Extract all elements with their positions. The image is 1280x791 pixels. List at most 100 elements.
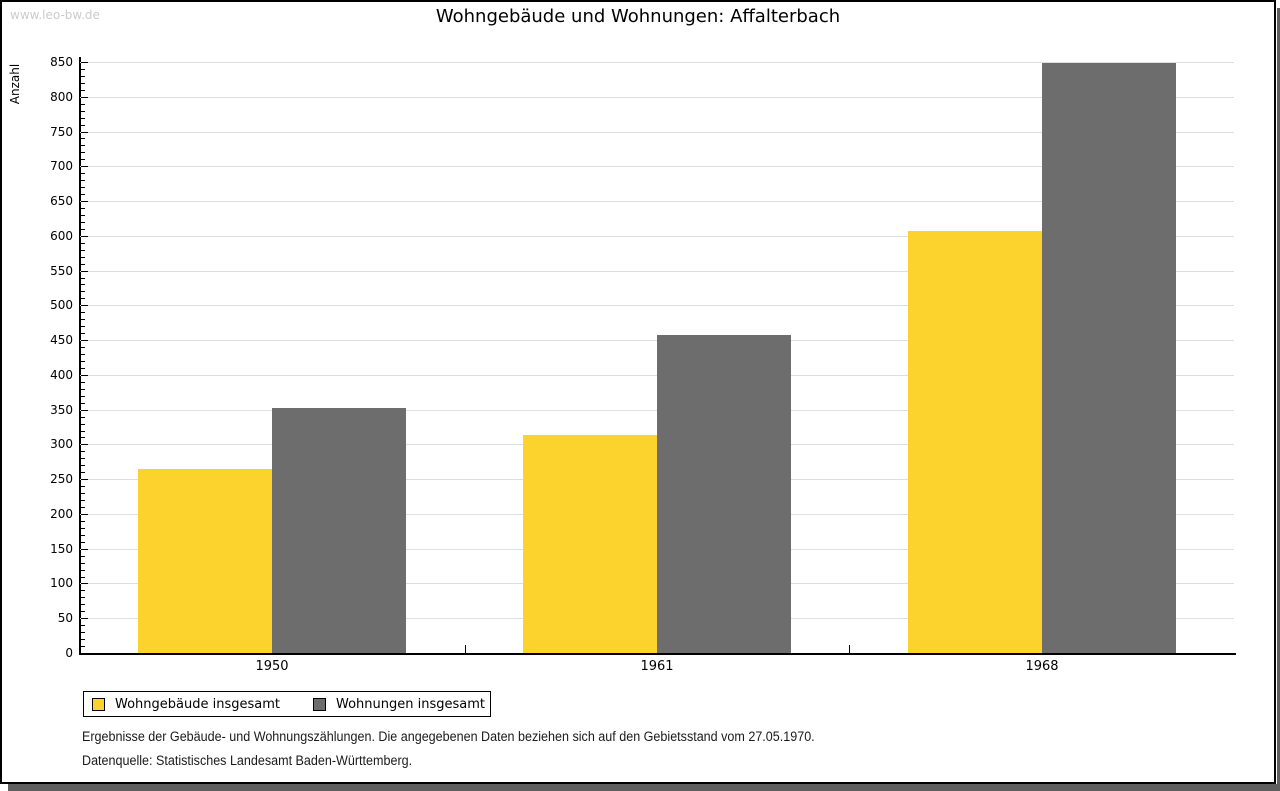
gridline-y-500 bbox=[80, 305, 1234, 307]
y-minor-tick-530 bbox=[81, 284, 85, 286]
window-shadow-bottom bbox=[8, 784, 1280, 791]
y-minor-tick-360 bbox=[81, 402, 85, 404]
y-tick-label-800: 800 bbox=[50, 89, 73, 104]
y-minor-tick-490 bbox=[81, 312, 85, 314]
gridline-y-600 bbox=[80, 235, 1234, 237]
y-tick-label-100: 100 bbox=[50, 576, 73, 591]
watermark: www.leo-bw.de bbox=[10, 8, 100, 22]
y-minor-tick-640 bbox=[81, 208, 85, 209]
y-tick-label-50: 50 bbox=[57, 611, 73, 626]
gridline-y-800 bbox=[80, 96, 1234, 98]
y-minor-tick-840 bbox=[81, 68, 85, 70]
y-minor-tick-820 bbox=[81, 82, 85, 84]
x-boundary-tick-2 bbox=[849, 645, 850, 653]
y-minor-tick-210 bbox=[81, 506, 85, 508]
y-major-tick-550 bbox=[81, 270, 88, 272]
bar-wohngebaeude-1968 bbox=[908, 231, 1042, 653]
bar-wohnungen-1968 bbox=[1042, 63, 1176, 653]
y-minor-tick-780 bbox=[81, 110, 85, 112]
y-minor-tick-720 bbox=[81, 152, 85, 154]
y-minor-tick-460 bbox=[81, 333, 85, 335]
y-minor-tick-710 bbox=[81, 159, 85, 161]
y-major-tick-50 bbox=[81, 618, 88, 620]
y-major-tick-750 bbox=[81, 131, 88, 133]
y-major-tick-100 bbox=[81, 583, 88, 585]
y-minor-tick-470 bbox=[81, 326, 85, 328]
y-minor-tick-120 bbox=[81, 569, 85, 571]
y-tick-label-450: 450 bbox=[50, 333, 73, 348]
y-minor-tick-560 bbox=[81, 263, 85, 265]
y-major-tick-450 bbox=[81, 340, 88, 342]
bar-wohnungen-1961 bbox=[657, 335, 791, 653]
y-minor-tick-330 bbox=[81, 423, 85, 425]
y-minor-tick-690 bbox=[81, 173, 85, 175]
y-minor-tick-590 bbox=[81, 242, 85, 244]
footnote-line-2: Datenquelle: Statistisches Landesamt Bad… bbox=[82, 753, 413, 768]
window-shadow-right bbox=[1277, 8, 1280, 791]
y-major-tick-650 bbox=[81, 201, 88, 203]
legend-item-wohnungen: Wohnungen insgesamt bbox=[313, 697, 485, 712]
y-tick-label-750: 750 bbox=[50, 124, 73, 139]
y-minor-tick-190 bbox=[81, 520, 85, 522]
y-minor-tick-160 bbox=[81, 541, 85, 543]
y-tick-label-350: 350 bbox=[50, 402, 73, 417]
y-tick-label-250: 250 bbox=[50, 472, 73, 487]
gridline-y-850 bbox=[80, 62, 1234, 63]
y-minor-tick-340 bbox=[81, 416, 85, 418]
y-minor-tick-770 bbox=[81, 117, 85, 119]
y-minor-tick-830 bbox=[81, 75, 85, 77]
y-minor-tick-70 bbox=[81, 604, 85, 606]
y-tick-label-500: 500 bbox=[50, 298, 73, 313]
y-major-tick-500 bbox=[81, 305, 88, 307]
y-major-tick-600 bbox=[81, 235, 88, 237]
y-minor-tick-390 bbox=[81, 381, 85, 383]
y-minor-tick-760 bbox=[81, 124, 85, 126]
y-minor-tick-510 bbox=[81, 298, 85, 300]
y-major-tick-250 bbox=[81, 479, 88, 481]
y-minor-tick-680 bbox=[81, 180, 85, 182]
y-major-tick-850 bbox=[81, 62, 88, 63]
y-minor-tick-570 bbox=[81, 256, 85, 258]
y-tick-label-600: 600 bbox=[50, 228, 73, 243]
y-minor-tick-630 bbox=[81, 214, 85, 216]
y-minor-tick-610 bbox=[81, 228, 85, 230]
y-tick-label-150: 150 bbox=[50, 541, 73, 556]
y-minor-tick-730 bbox=[81, 145, 85, 147]
footnote-line-1: Ergebnisse der Gebäude- und Wohnungszähl… bbox=[82, 729, 815, 744]
y-minor-tick-40 bbox=[81, 625, 85, 627]
y-minor-tick-130 bbox=[81, 562, 85, 564]
y-major-tick-150 bbox=[81, 548, 88, 550]
y-minor-tick-620 bbox=[81, 221, 85, 223]
y-minor-tick-480 bbox=[81, 319, 85, 321]
y-minor-tick-430 bbox=[81, 354, 85, 356]
y-minor-tick-140 bbox=[81, 555, 85, 557]
legend: Wohngebäude insgesamt Wohnungen insgesamt bbox=[83, 691, 491, 717]
gridline-y-650 bbox=[80, 201, 1234, 203]
chart-title: Wohngebäude und Wohnungen: Affalterbach bbox=[435, 6, 841, 27]
y-minor-tick-540 bbox=[81, 277, 85, 279]
y-minor-tick-320 bbox=[81, 430, 85, 432]
y-minor-tick-790 bbox=[81, 103, 85, 105]
y-minor-tick-30 bbox=[81, 632, 85, 634]
plot-area bbox=[80, 62, 1234, 653]
y-tick-label-650: 650 bbox=[50, 194, 73, 209]
y-major-tick-350 bbox=[81, 409, 88, 411]
y-minor-tick-220 bbox=[81, 500, 85, 502]
y-minor-tick-670 bbox=[81, 187, 85, 189]
y-minor-tick-230 bbox=[81, 493, 85, 495]
y-minor-tick-260 bbox=[81, 472, 85, 474]
x-tick-label-1950: 1950 bbox=[255, 659, 289, 674]
y-minor-tick-270 bbox=[81, 465, 85, 467]
y-minor-tick-580 bbox=[81, 249, 85, 251]
y-minor-tick-60 bbox=[81, 611, 85, 613]
y-minor-tick-110 bbox=[81, 576, 85, 578]
y-minor-tick-240 bbox=[81, 486, 85, 488]
y-minor-tick-80 bbox=[81, 597, 85, 599]
y-tick-label-300: 300 bbox=[50, 437, 73, 452]
y-major-tick-800 bbox=[81, 96, 88, 98]
y-minor-tick-420 bbox=[81, 360, 85, 362]
y-minor-tick-380 bbox=[81, 388, 85, 390]
y-tick-label-700: 700 bbox=[50, 159, 73, 174]
y-axis-line bbox=[79, 57, 81, 655]
